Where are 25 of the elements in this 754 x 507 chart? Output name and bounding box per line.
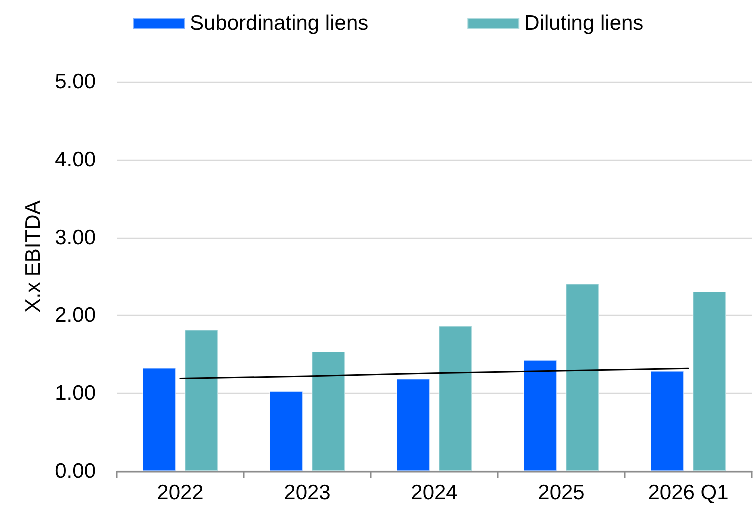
y-tick-label: 1.00 [55,382,96,406]
legend-label: Subordinating liens [190,12,369,35]
line-series [180,368,690,380]
y-tick-label: 5.00 [55,70,96,94]
x-tick-label: 2023 [284,482,331,504]
legend-label: Diluting liens [524,12,644,35]
y-axis-title: X.x EBITDA [22,200,46,313]
y-tick-label: 4.00 [55,148,96,172]
x-tick-label: 2026 Q1 [648,482,729,504]
bar [184,330,219,472]
bar [438,326,473,472]
bar [650,371,684,472]
bar [396,378,430,472]
bar [312,352,346,472]
bar [523,360,558,472]
x-tick-label: 2024 [411,482,458,504]
bar [269,391,304,472]
y-tick-label: 2.00 [55,304,96,328]
bar [566,284,600,472]
bar [692,292,727,472]
bar [142,368,176,472]
y-tick-label: 3.00 [55,226,96,250]
x-tick-label: 2025 [538,482,585,504]
x-tick-label: 2022 [157,482,204,504]
y-tick-label: 0.00 [55,460,96,483]
